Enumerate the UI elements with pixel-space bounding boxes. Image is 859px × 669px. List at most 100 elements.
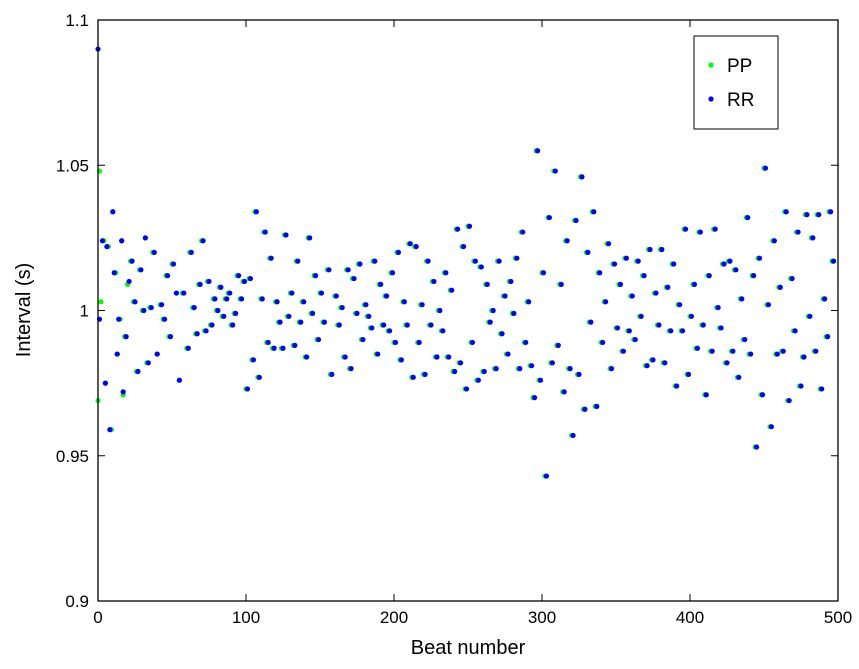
data-point-rr (582, 406, 588, 412)
data-point-rr (398, 357, 404, 363)
data-point-rr (416, 339, 422, 346)
data-point-rr (321, 319, 328, 325)
data-point-rr (372, 258, 378, 264)
legend-marker-rr (708, 96, 714, 102)
data-point-rr (552, 168, 558, 174)
data-point-rr (142, 235, 148, 241)
data-point-rr (620, 348, 627, 354)
data-point-rr (534, 148, 541, 154)
y-axis: 0.9 0.95 1 1.05 1.1 (56, 11, 838, 611)
data-point-rr (520, 229, 526, 235)
data-point-rr (697, 229, 703, 235)
data-point-rr (674, 383, 680, 389)
data-point-rr (804, 212, 810, 218)
data-point-rr (777, 284, 783, 290)
data-point-rr (715, 304, 721, 311)
data-point-rr (102, 380, 108, 386)
data-point-rr (789, 275, 795, 282)
data-point-rr (703, 392, 709, 398)
data-point-rr (283, 232, 289, 238)
data-point-rr (594, 403, 600, 409)
data-point-rr (662, 360, 668, 366)
data-point-rr (656, 322, 662, 328)
data-point-rr (114, 351, 120, 357)
data-point-rr (404, 322, 410, 328)
data-point-rr (460, 243, 467, 250)
data-point-rr (712, 226, 718, 232)
data-point-rr (375, 351, 381, 357)
data-point-rr (671, 261, 677, 267)
data-point-rr (238, 296, 245, 302)
data-point-rr (561, 389, 567, 395)
data-points-layer (95, 46, 837, 479)
data-point-rr (754, 444, 760, 450)
y-tick-label: 1.05 (56, 156, 89, 175)
data-point-rr (176, 377, 182, 383)
data-point-rr (301, 299, 307, 305)
data-point-rr (730, 348, 736, 354)
legend-label-rr: RR (727, 90, 754, 111)
data-point-rr (455, 226, 461, 232)
data-point-rr (709, 348, 715, 354)
data-point-rr (129, 258, 135, 264)
data-point-rr (469, 339, 476, 346)
data-point-rr (511, 310, 517, 317)
data-point-rr (244, 386, 251, 392)
data-point-rr (262, 229, 268, 235)
data-point-rr (253, 209, 259, 215)
data-point-rr (422, 371, 428, 378)
data-point-rr (289, 290, 295, 296)
data-point-rr (650, 357, 656, 363)
data-point-rr (517, 366, 523, 372)
data-point-rr (280, 345, 286, 351)
data-point-rr (549, 360, 555, 366)
data-point-rr (197, 281, 203, 287)
y-tick-label: 1.1 (65, 11, 89, 30)
data-point-rr (499, 331, 505, 337)
data-point-rr (191, 304, 197, 311)
data-point-rr (526, 299, 532, 305)
data-point-rr (360, 336, 366, 343)
data-point-rr (600, 339, 606, 346)
data-point-rr (573, 217, 579, 224)
data-point-rr (558, 281, 564, 287)
data-point-rr (440, 328, 446, 334)
data-point-rr (727, 258, 733, 264)
data-point-rr (822, 296, 828, 302)
data-point-rr (484, 281, 490, 287)
data-point-rr (597, 270, 603, 276)
data-point-rr (682, 226, 689, 232)
data-point-rr (579, 174, 585, 180)
data-point-rr (333, 293, 339, 299)
data-point-rr (608, 366, 615, 372)
data-point-rr (567, 366, 573, 372)
data-point-rr (801, 354, 807, 360)
data-point-rr (304, 354, 310, 360)
data-point-rr (339, 304, 345, 311)
data-point-rr (224, 296, 230, 302)
data-point-rr (540, 270, 547, 276)
data-point-rr (638, 313, 644, 319)
data-point-rr (810, 235, 816, 241)
data-point-rr (241, 278, 248, 285)
data-point-rr (318, 290, 325, 296)
data-point-rr (490, 307, 496, 314)
data-point-rr (354, 310, 360, 317)
data-point-rr (718, 325, 724, 331)
data-point-rr (312, 273, 319, 279)
data-point-rr (523, 339, 529, 346)
data-point-rr (298, 319, 304, 325)
data-point-rr (329, 371, 335, 378)
x-axis: 0 100 200 300 400 500 (93, 20, 852, 627)
data-point-rr (265, 339, 271, 346)
y-tick-label: 0.9 (65, 592, 89, 611)
data-point-rr (116, 316, 122, 322)
data-point-rr (733, 267, 739, 273)
data-point-rr (162, 316, 168, 322)
data-point-rr (807, 313, 813, 319)
data-point-rr (366, 313, 372, 319)
data-point-rr (537, 377, 544, 383)
data-point-rr (206, 278, 212, 285)
data-point-rr (307, 235, 313, 241)
data-point-rr (295, 258, 301, 264)
